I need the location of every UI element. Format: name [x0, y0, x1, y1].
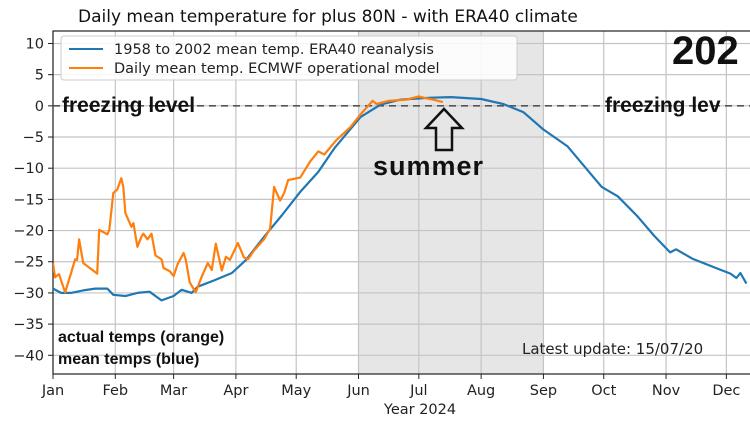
y-tick-label: −20 — [13, 224, 44, 240]
x-axis-label: Year 2024 — [383, 402, 456, 418]
y-tick-label: 5 — [35, 68, 44, 84]
y-tick-label: 10 — [26, 36, 44, 52]
y-tick-label: −5 — [23, 130, 44, 146]
series-line-ecmwf-daily — [53, 95, 444, 294]
legend-box — [60, 35, 518, 81]
y-tick-label: −10 — [13, 161, 44, 177]
up-arrow-icon — [423, 107, 465, 152]
x-tick-label: Nov — [652, 383, 681, 399]
freezing-level-label-right: freezing lev — [605, 94, 721, 117]
series-line-era40-mean — [53, 96, 748, 302]
summer-label: summer — [373, 151, 484, 181]
x-tick-label: Sep — [530, 383, 557, 399]
legend: 1958 to 2002 mean temp. ERA40 reanalysis… — [60, 35, 518, 81]
x-tick-label: Jan — [41, 383, 64, 399]
x-tick-label: May — [281, 383, 311, 399]
freezing-level-label-left: freezing level — [62, 94, 195, 117]
y-tick-label: 0 — [35, 99, 44, 115]
x-tick-label: Oct — [591, 383, 616, 399]
x-tick-label: Aug — [467, 383, 495, 399]
chart-title: Daily mean temperature for plus 80N - wi… — [78, 7, 578, 27]
y-tick-label: −15 — [13, 192, 44, 208]
y-tick-label: −25 — [13, 255, 44, 271]
y-tick-label: −35 — [13, 317, 44, 333]
x-tick-label: Mar — [160, 383, 187, 399]
legend-label-orange: Daily mean temp. ECMWF operational model — [114, 61, 440, 77]
note-orange: actual temps (orange) — [58, 329, 224, 346]
x-tick-label: Apr — [223, 383, 248, 399]
legend-label-blue: 1958 to 2002 mean temp. ERA40 reanalysis — [114, 42, 434, 58]
summer-shading — [358, 31, 544, 374]
note-blue: mean temps (blue) — [58, 351, 199, 368]
year-label: 202 — [672, 29, 739, 73]
x-tick-label: Jul — [409, 383, 428, 399]
x-tick-label: Jun — [346, 383, 370, 399]
x-tick-label: Dec — [712, 383, 740, 399]
y-tick-label: −30 — [13, 286, 44, 302]
y-tick-label: −40 — [13, 348, 44, 364]
x-tick-label: Feb — [102, 383, 128, 399]
latest-update: Latest update: 15/07/20 — [522, 340, 703, 358]
plot-frame — [52, 30, 750, 375]
